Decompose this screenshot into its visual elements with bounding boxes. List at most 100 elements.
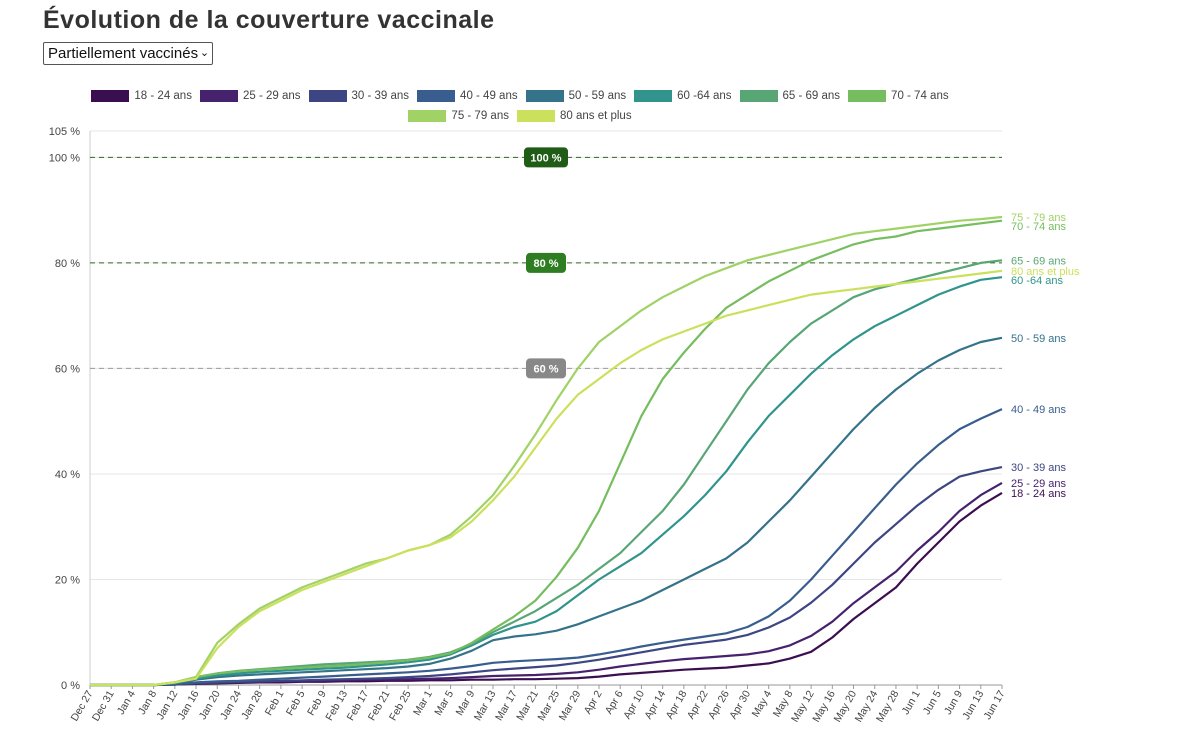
x-tick-label: Jun 9: [942, 688, 965, 716]
x-tick-label: Feb 17: [345, 688, 372, 722]
x-tick-label: May 24: [853, 688, 881, 724]
legend-label: 30 - 39 ans: [351, 90, 410, 102]
reference-label: 100 %: [530, 152, 561, 164]
x-tick-label: Apr 6: [603, 688, 626, 716]
x-tick-label: Jan 8: [136, 688, 159, 716]
series-line: [90, 215, 1003, 687]
series-end-label: 18 - 24 ans: [1011, 488, 1067, 500]
legend-item[interactable]: 30 - 39 ans: [308, 86, 410, 106]
series-end-label: 75 - 79 ans: [1011, 212, 1067, 224]
x-tick-label: May 8: [771, 688, 796, 719]
legend-item[interactable]: 65 - 69 ans: [739, 86, 840, 106]
x-tick-label: Feb 5: [284, 688, 308, 717]
series-line: [90, 336, 1003, 687]
legend-row: 75 - 79 ans 80 ans et plus: [0, 106, 1040, 126]
legend-label: 70 - 74 ans: [891, 90, 949, 102]
x-tick-label: Apr 14: [642, 688, 668, 721]
x-tick-label: Jan 4: [115, 688, 138, 716]
x-tick-label: May 16: [810, 688, 838, 724]
x-tick-label: Mar 9: [454, 688, 478, 717]
x-tick-label: Mar 5: [432, 688, 456, 717]
x-tick-label: Feb 25: [387, 688, 414, 722]
legend-label: 40 - 49 ans: [460, 90, 518, 102]
series-line: [90, 269, 1003, 687]
x-tick-label: Jun 5: [921, 688, 944, 716]
series-end-label: 70 - 74 ans: [1011, 221, 1067, 233]
series-end-label: 30 - 39 ans: [1011, 462, 1067, 474]
legend-item[interactable]: 60 -64 ans: [634, 86, 732, 106]
reference-badge: [524, 147, 568, 168]
series-line: [90, 481, 1003, 687]
legend-label: 25 - 29 ans: [242, 90, 301, 102]
legend-label: 50 - 59 ans: [568, 90, 627, 102]
series-end-label: 40 - 49 ans: [1011, 404, 1067, 416]
x-tick-label: Jan 20: [197, 688, 223, 721]
x-tick-label: Dec 27: [69, 688, 96, 723]
x-tick-label: Jun 17: [981, 688, 1007, 721]
y-tick-label: 40 %: [55, 469, 80, 481]
series-end-label: 50 - 59 ans: [1011, 333, 1067, 345]
series-line: [90, 408, 1003, 687]
coverage-type-select-value: Partiellement vaccinés: [48, 45, 199, 62]
x-tick-label: Apr 26: [706, 688, 732, 721]
reference-badge: [526, 358, 566, 379]
legend-item[interactable]: 18 - 24 ans: [91, 86, 192, 106]
x-tick-label: Mar 1: [411, 688, 435, 717]
legend-item[interactable]: 80 ans et plus: [516, 106, 632, 126]
series-line: [90, 276, 1003, 687]
series-line: [90, 466, 1003, 687]
y-tick-label: 60 %: [55, 363, 80, 375]
x-tick-label: May 28: [874, 688, 902, 724]
legend-swatch: [525, 90, 564, 102]
x-tick-label: Feb 13: [323, 688, 350, 722]
legend-swatch: [417, 90, 456, 102]
x-tick-label: Apr 2: [582, 688, 605, 716]
chart-legend: 18 - 24 ans 25 - 29 ans 30 - 39 ans 40 - 49…: [0, 86, 1040, 126]
legend-swatch: [848, 90, 887, 102]
y-tick-label: 80 %: [55, 258, 80, 270]
legend-item[interactable]: 70 - 74 ans: [848, 86, 949, 106]
legend-swatch: [308, 90, 347, 102]
x-tick-label: Dec 31: [90, 688, 117, 723]
coverage-type-select[interactable]: Partiellement vaccinés ⌄: [43, 42, 214, 65]
x-tick-label: Apr 30: [727, 688, 753, 721]
x-tick-label: Mar 29: [557, 688, 584, 722]
x-tick-label: Jun 13: [960, 688, 986, 721]
legend-swatch: [408, 110, 447, 122]
x-tick-label: Apr 22: [685, 688, 711, 721]
y-tick-label: 20 %: [55, 574, 80, 586]
x-tick-label: Feb 21: [366, 688, 393, 722]
chevron-down-icon: ⌄: [199, 47, 210, 59]
y-tick-label: 105 %: [49, 126, 80, 138]
legend-row: 18 - 24 ans 25 - 29 ans 30 - 39 ans 40 - 49…: [0, 86, 1040, 106]
legend-item[interactable]: 40 - 49 ans: [417, 86, 518, 106]
series-end-label: 80 ans et plus: [1011, 266, 1080, 278]
series-end-label: 60 -64 ans: [1011, 275, 1063, 287]
series-line: [90, 259, 1003, 687]
reference-label: 80 %: [533, 258, 558, 270]
reference-label: 60 %: [533, 363, 558, 375]
legend-item[interactable]: 50 - 59 ans: [525, 86, 627, 106]
legend-item[interactable]: 75 - 79 ans: [408, 106, 509, 126]
x-tick-label: May 4: [750, 688, 775, 719]
legend-swatch: [634, 90, 673, 102]
x-tick-label: Mar 17: [493, 688, 520, 722]
page-title: Évolution de la couverture vaccinale: [43, 6, 495, 34]
x-tick-label: Mar 13: [472, 688, 499, 722]
x-tick-label: Mar 21: [514, 688, 541, 722]
x-tick-label: Jan 16: [175, 688, 201, 721]
series-end-label: 65 - 69 ans: [1011, 255, 1067, 267]
series-end-label: 25 - 29 ans: [1011, 478, 1067, 490]
reference-badge: [526, 252, 566, 273]
legend-item[interactable]: 25 - 29 ans: [199, 86, 301, 106]
x-tick-label: May 12: [789, 688, 817, 724]
x-tick-label: Jan 12: [154, 688, 180, 721]
y-tick-label: 100 %: [49, 152, 80, 164]
series-line: [90, 491, 1003, 687]
x-tick-label: Jun 1: [900, 688, 923, 716]
legend-label: 80 ans et plus: [559, 110, 632, 122]
legend-swatch: [199, 90, 238, 102]
x-tick-label: Mar 25: [535, 688, 562, 722]
x-tick-label: Feb 9: [305, 688, 329, 717]
x-tick-label: Feb 1: [263, 688, 287, 717]
